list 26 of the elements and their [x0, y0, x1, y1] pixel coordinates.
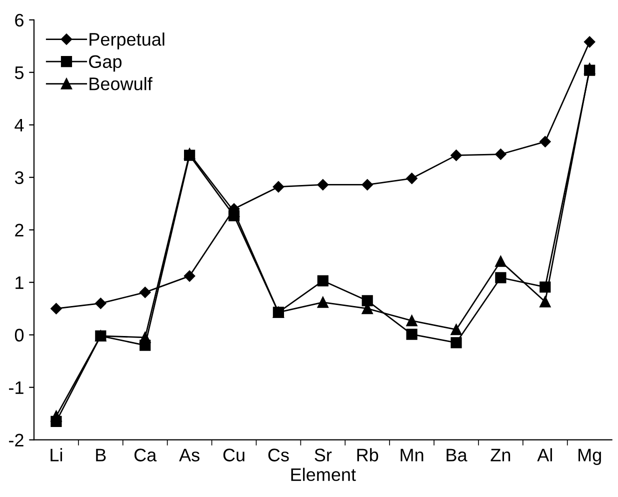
- x-tick-label: Cu: [223, 448, 244, 462]
- y-tick-label: 1: [16, 276, 24, 289]
- y-tick-label: 2: [15, 224, 24, 236]
- y-tick-label: 4: [14, 118, 24, 132]
- x-tick-label: Mg: [578, 448, 601, 466]
- x-tick-label: B: [96, 448, 106, 462]
- x-tick-label: Rb: [357, 448, 378, 462]
- y-tick-label: -2: [9, 434, 24, 446]
- x-tick-label: Zn: [490, 448, 510, 462]
- y-tick-label: -1: [9, 381, 24, 394]
- legend-label: Perpetual: [90, 32, 164, 50]
- x-tick-label: Ba: [446, 448, 468, 462]
- x-tick-label: As: [179, 448, 200, 462]
- legend-label: Beowulf: [90, 77, 152, 90]
- y-tick-label: 5: [14, 66, 24, 80]
- y-tick-label: 3: [14, 171, 24, 184]
- x-tick-label: Al: [537, 448, 552, 462]
- x-tick-label: Cs: [268, 448, 289, 462]
- x-tick-label: Mn: [400, 448, 424, 462]
- x-tick-label: Sr: [314, 448, 332, 462]
- x-tick-label: Li: [50, 448, 62, 462]
- y-tick-label: 6: [15, 14, 24, 27]
- legend-label: Gap: [89, 55, 122, 72]
- x-tick-label: Ca: [134, 448, 157, 462]
- x-axis-title: Element: [291, 468, 356, 482]
- y-tick-label: 0: [14, 328, 24, 342]
